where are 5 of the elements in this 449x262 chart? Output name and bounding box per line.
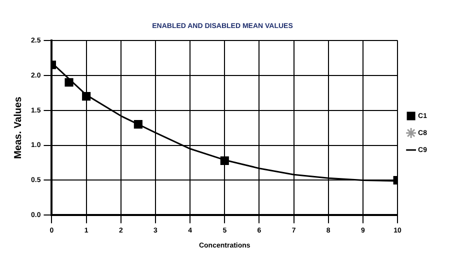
point: [82, 92, 91, 101]
y-axis-title: Meas. Values: [12, 96, 24, 159]
point: [64, 78, 74, 87]
point: [220, 156, 229, 165]
point: [134, 120, 142, 129]
